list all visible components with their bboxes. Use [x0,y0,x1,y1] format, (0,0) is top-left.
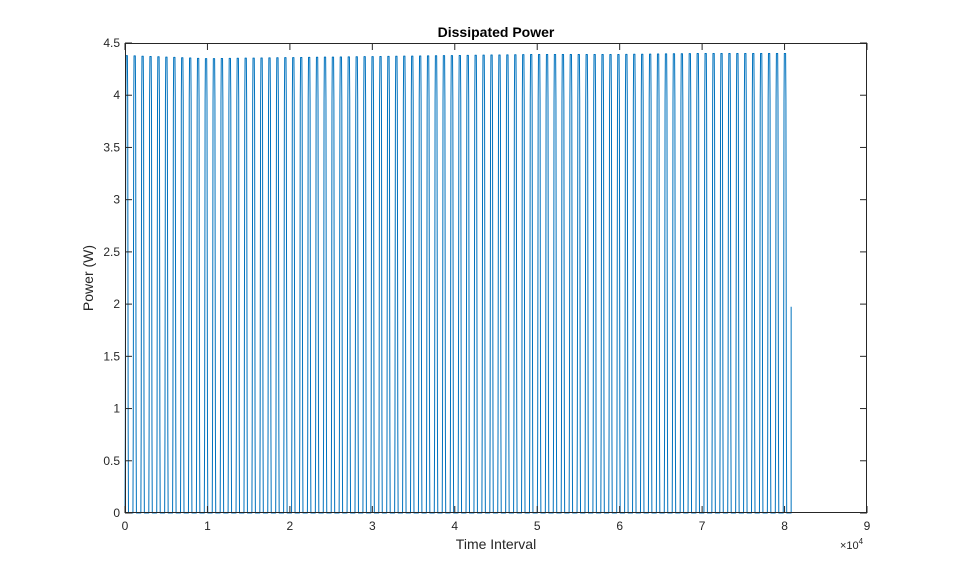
y-tick-label: 1.5 [103,349,120,363]
x-tick-label: 6 [616,519,623,533]
ticks-layer: 0 1 2 3 4 5 6 7 8 9 0 0.5 1 1.5 2 2.5 3 3.5 4 4.5 [103,36,870,533]
y-tick-label: 0.5 [103,454,120,468]
x-axis-exponent: ×104 [840,537,864,552]
x-tick-label: 5 [534,519,541,533]
x-tick-label: 7 [699,519,706,533]
y-tick-label: 2 [113,297,120,311]
y-axis-label: Power (W) [80,245,96,311]
y-tick-label: 0 [113,506,120,520]
axes-box [125,43,867,513]
y-tick-label: 3.5 [103,140,120,154]
x-tick-label: 3 [369,519,376,533]
series-layer [124,52,792,514]
x-tick-label: 8 [781,519,788,533]
chart-title: Dissipated Power [438,24,555,40]
x-tick-label: 1 [204,519,211,533]
y-tick-label: 3 [113,193,120,207]
x-tick-label: 4 [451,519,458,533]
x-exponent-base: ×10 [840,540,859,552]
x-tick-label: 9 [864,519,871,533]
x-tick-label: 2 [287,519,294,533]
x-axis-label: Time Interval [456,536,536,552]
x-tick-label: 0 [122,519,129,533]
plot-area [125,43,867,513]
power-series-line [124,52,792,514]
y-tick-label: 1 [113,402,120,416]
y-tick-label: 4.5 [103,36,120,50]
y-tick-label: 2.5 [103,245,120,259]
y-tick-label: 4 [113,88,120,102]
x-exponent-power: 4 [859,537,864,546]
